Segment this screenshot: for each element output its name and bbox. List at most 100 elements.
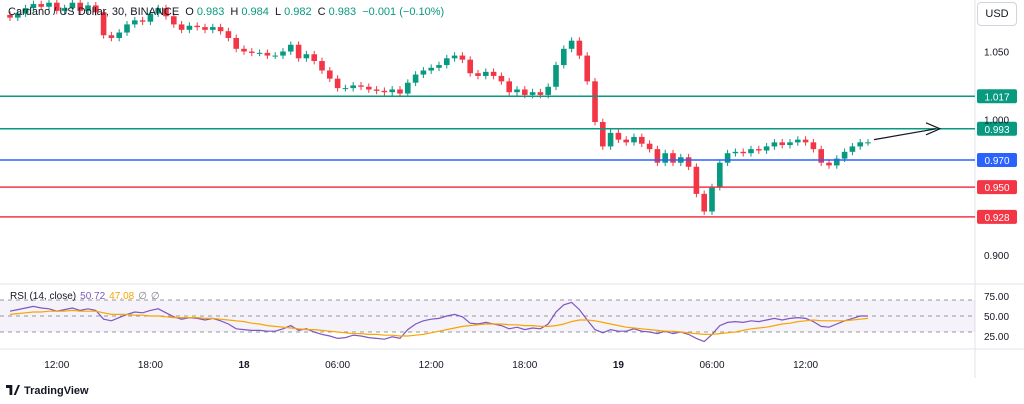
candle: [30, 4, 37, 9]
candle: [561, 48, 567, 66]
candle: [311, 54, 317, 62]
candle: [93, 5, 99, 13]
level-tag-1: [977, 121, 1017, 136]
projection-arrow-line: [873, 128, 937, 141]
open-value: 0.983: [196, 6, 225, 18]
candle: [834, 158, 840, 166]
candle: [412, 74, 419, 83]
candle: [740, 151, 746, 154]
candle: [810, 142, 817, 150]
candle: [701, 193, 707, 212]
candle: [342, 88, 349, 90]
candle: [100, 12, 107, 36]
level-tag-label-4: 0.928: [984, 213, 1009, 224]
candle: [802, 139, 809, 143]
rsi-title[interactable]: RSI (14, close): [10, 291, 77, 302]
candle: [334, 78, 341, 89]
candle: [795, 139, 801, 143]
candle: [233, 37, 239, 49]
candle: [451, 55, 458, 59]
candle: [717, 162, 723, 188]
candle: [61, 8, 68, 11]
candle: [420, 70, 427, 75]
candle: [280, 51, 286, 56]
low-label: L: [274, 6, 282, 18]
candle: [264, 52, 271, 56]
candle: [249, 51, 255, 53]
price-tick-label: 1.050: [984, 48, 1009, 59]
tradingview-icon: [6, 385, 20, 395]
candle: [108, 35, 115, 38]
rsi-ma-line: [9, 309, 869, 337]
level-tag-label-2: 0.970: [984, 156, 1009, 167]
candle: [436, 65, 442, 68]
candle: [537, 92, 544, 95]
candle: [826, 162, 832, 166]
symbol-title[interactable]: Cardano / US Dollar, 30, BINANCE: [8, 6, 180, 18]
candle: [350, 85, 356, 89]
level-tag-2: [977, 152, 1017, 167]
candle: [483, 71, 489, 76]
candle: [7, 14, 13, 18]
candle: [272, 55, 278, 57]
candle: [389, 89, 395, 93]
open-label: O: [185, 6, 194, 18]
rsi-empty-2: ∅: [150, 291, 160, 302]
candle: [631, 136, 637, 143]
candle: [194, 25, 200, 28]
candle: [171, 16, 177, 25]
price-tick-label: 1.000: [984, 115, 1009, 126]
arrow-head-icon: [925, 122, 942, 136]
candle: [163, 8, 169, 17]
candle: [303, 54, 310, 59]
candle: [475, 73, 481, 76]
candle: [756, 149, 762, 151]
candle: [724, 153, 731, 163]
candle: [15, 13, 21, 18]
candle: [849, 146, 856, 152]
candle: [592, 81, 598, 123]
level-tag-0: [977, 89, 1017, 104]
low-value: 0.982: [284, 6, 312, 18]
close-label: C: [317, 6, 326, 18]
candle: [381, 90, 388, 93]
price-tick-label: 0.900: [984, 251, 1009, 262]
candle: [444, 58, 450, 66]
time-tick-label: 18:00: [512, 360, 537, 371]
candle: [818, 149, 824, 163]
candle: [670, 153, 676, 163]
candle: [202, 27, 208, 30]
candle: [327, 70, 333, 79]
level-tag-label-1: 0.993: [984, 125, 1009, 136]
candle: [654, 149, 661, 163]
close-value: 0.983: [328, 6, 357, 18]
level-tag-3: [977, 180, 1017, 195]
symbol-legend: Cardano / US Dollar, 30, BINANCE O 0.983 …: [8, 6, 447, 18]
time-tick-label: 18: [238, 360, 250, 371]
candle: [217, 27, 224, 32]
candle: [545, 86, 551, 95]
high-value: 0.984: [241, 6, 269, 18]
candle: [256, 52, 263, 54]
time-tick-label: 12:00: [44, 360, 69, 371]
tradingview-logo[interactable]: TradingView: [6, 385, 89, 397]
candle: [763, 146, 770, 151]
rsi-tick-label: 75.00: [984, 292, 1009, 303]
candle: [54, 2, 60, 11]
currency-button[interactable]: USD: [977, 2, 1017, 26]
candle: [77, 2, 83, 11]
candle: [22, 8, 29, 14]
candle: [662, 153, 668, 163]
rsi-tick-label: 25.00: [984, 332, 1009, 343]
candle: [506, 81, 512, 93]
candle: [685, 157, 692, 167]
candle: [366, 86, 372, 90]
candle: [498, 75, 505, 82]
candle: [132, 20, 138, 25]
candle: [748, 149, 754, 154]
level-tag-label-0: 1.017: [984, 92, 1009, 103]
rsi-value: 50.72: [80, 291, 106, 302]
candle: [210, 27, 216, 30]
candle: [553, 65, 559, 87]
